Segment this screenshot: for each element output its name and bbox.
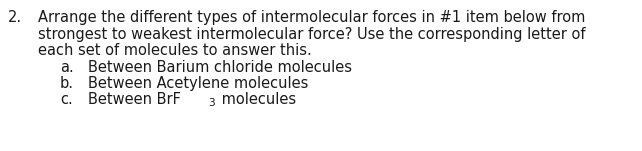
Text: each set of molecules to answer this.: each set of molecules to answer this. bbox=[38, 43, 312, 58]
Text: 2.: 2. bbox=[8, 10, 22, 25]
Text: Between BrF: Between BrF bbox=[88, 93, 181, 108]
Text: 3: 3 bbox=[208, 98, 214, 108]
Text: Between Acetylene molecules: Between Acetylene molecules bbox=[88, 76, 308, 91]
Text: b.: b. bbox=[60, 76, 74, 91]
Text: a.: a. bbox=[60, 59, 74, 74]
Text: Arrange the different types of intermolecular forces in #1 item below from: Arrange the different types of intermole… bbox=[38, 10, 586, 25]
Text: molecules: molecules bbox=[216, 93, 296, 108]
Text: Between Barium chloride molecules: Between Barium chloride molecules bbox=[88, 59, 352, 74]
Text: c.: c. bbox=[60, 93, 73, 108]
Text: strongest to weakest intermolecular force? Use the corresponding letter of: strongest to weakest intermolecular forc… bbox=[38, 26, 586, 42]
